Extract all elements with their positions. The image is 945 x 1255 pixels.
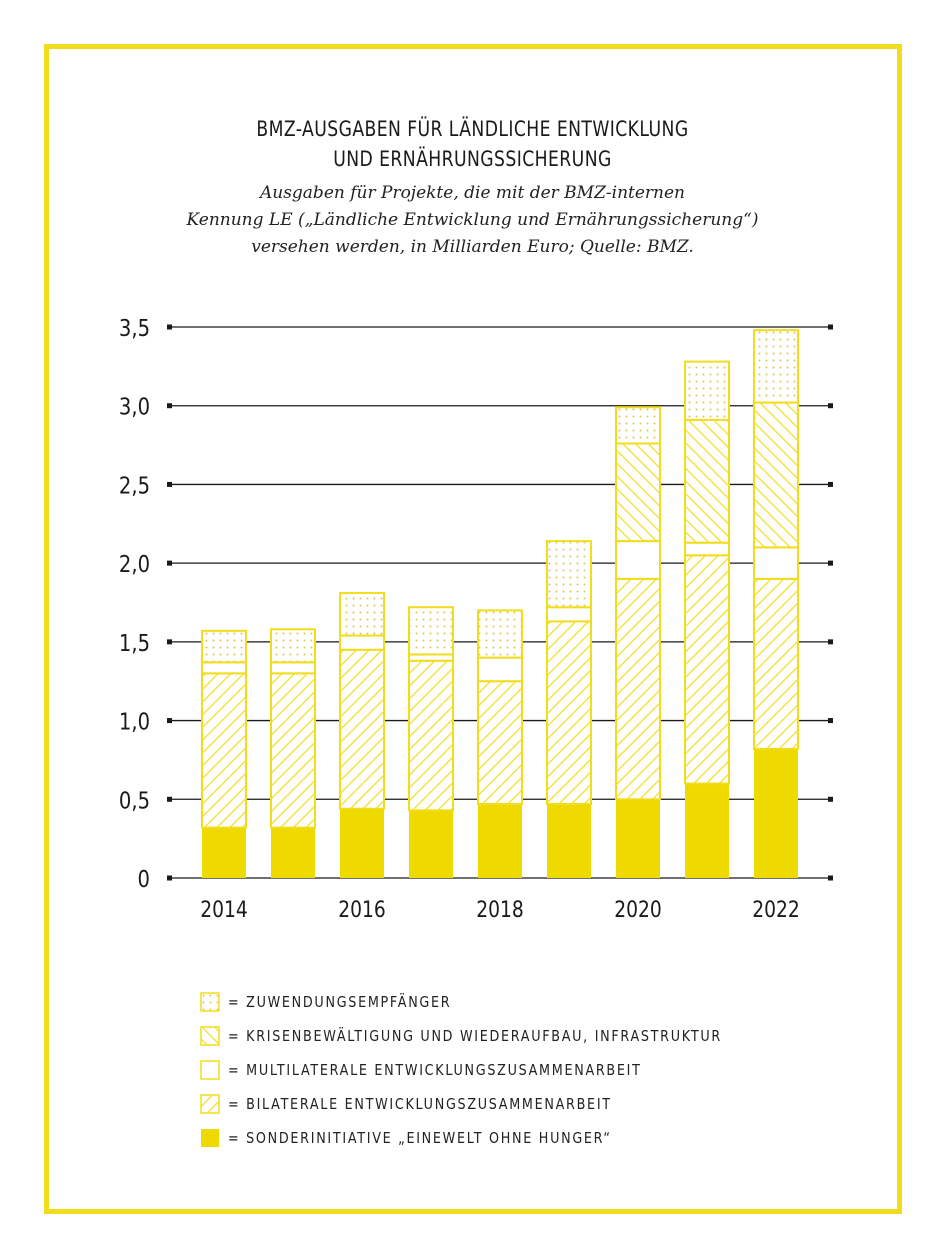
bar-segment	[478, 804, 522, 878]
y-tick-label: 3,0	[119, 394, 150, 421]
legend-swatch	[201, 1129, 219, 1147]
tick-mark-right	[828, 639, 833, 645]
bar-segment	[408, 606, 454, 656]
bar-segment	[546, 606, 592, 623]
bar-segment	[270, 628, 316, 664]
bar-segment	[477, 656, 523, 683]
bar-segment	[615, 406, 661, 445]
tick-mark-right	[828, 875, 833, 881]
bar-segment	[684, 360, 730, 421]
bar-segment	[546, 540, 592, 609]
y-tick-label: 2,5	[119, 473, 150, 500]
legend-swatch-fill	[200, 1026, 220, 1046]
bar-segment	[340, 808, 384, 878]
tick-mark-right	[828, 403, 833, 409]
tick-mark-left	[167, 639, 172, 645]
tick-mark-left	[167, 403, 172, 409]
legend-item: = SONDERINITIATIVE „EINEWELT OHNE HUNGER…	[200, 1121, 809, 1155]
bar-segment	[684, 541, 730, 557]
bar-segment	[685, 783, 729, 878]
y-tick-label: 0	[138, 867, 150, 894]
chart-subtitle-line-3: versehen werden, in Milliarden Euro; Que…	[251, 237, 694, 257]
legend-swatch-fill	[200, 992, 220, 1012]
chart-title-line-1: BMZ-AUSGABEN FÜR LÄNDLICHE ENTWICKLUNG	[256, 117, 689, 141]
chart-legend: = ZUWENDUNGSEMPFÄNGER = KRISENBEWÄLTIGUNG…	[200, 985, 809, 1155]
y-tick-label: 1,0	[119, 709, 150, 736]
bar-segment	[408, 659, 454, 812]
legend-label: = SONDERINITIATIVE „EINEWELT OHNE HUNGER…	[228, 1129, 612, 1147]
bar-segment	[615, 577, 661, 801]
tick-mark-left	[167, 796, 172, 802]
bar-segment	[339, 592, 385, 637]
bar-segment	[753, 577, 799, 750]
bar-segment	[477, 609, 523, 659]
bar-segment	[201, 661, 247, 675]
legend-label: = MULTILATERALE ENTWICKLUNGSZUSAMMENARBE…	[228, 1061, 642, 1079]
bar-segment	[201, 629, 247, 664]
bar-segment	[616, 799, 660, 878]
x-tick-label: 2022	[752, 897, 800, 923]
legend-swatch	[200, 1060, 220, 1080]
bar-segment	[201, 672, 247, 829]
tick-mark-right	[828, 796, 833, 802]
legend-swatch-fill	[200, 1060, 220, 1080]
y-tick-label: 0,5	[119, 788, 150, 815]
bar-segment	[270, 672, 316, 829]
bar-segment	[271, 827, 315, 878]
bar-segment	[753, 546, 799, 580]
tick-mark-right	[828, 324, 833, 330]
legend-item: = MULTILATERALE ENTWICKLUNGSZUSAMMENARBE…	[200, 1053, 809, 1087]
legend-label: = KRISENBEWÄLTIGUNG UND WIEDERAUFBAU, IN…	[228, 1027, 722, 1045]
tick-mark-right	[828, 560, 833, 566]
tick-mark-left	[167, 560, 172, 566]
legend-swatch	[200, 1026, 220, 1046]
bar-segment	[547, 804, 591, 878]
tick-mark-right	[828, 481, 833, 487]
x-tick-label: 2018	[476, 897, 524, 923]
chart-subtitle-line-2: Kennung LE („Ländliche Entwicklung und E…	[186, 210, 759, 230]
bar-segment	[477, 680, 523, 806]
y-tick-label: 3,5	[119, 316, 150, 343]
bar-segment	[339, 634, 385, 651]
legend-item: = KRISENBEWÄLTIGUNG UND WIEDERAUFBAU, IN…	[200, 1019, 809, 1053]
tick-mark-left	[167, 718, 172, 724]
bar-segment	[409, 810, 453, 878]
bar-segment	[202, 827, 246, 878]
x-tick-label: 2014	[200, 897, 248, 923]
legend-swatch-fill	[200, 1094, 220, 1114]
legend-swatch	[200, 992, 220, 1012]
bar-segment	[615, 442, 661, 543]
x-tick-label: 2016	[338, 897, 386, 923]
legend-swatch-fill	[201, 1129, 219, 1147]
legend-label: = BILATERALE ENTWICKLUNGSZUSAMMENARBEIT	[228, 1095, 612, 1113]
chart-frame	[44, 44, 902, 1214]
tick-mark-left	[167, 324, 172, 330]
tick-mark-right	[828, 718, 833, 724]
x-tick-label: 2020	[614, 897, 662, 923]
chart-subtitle-line-1: Ausgaben für Projekte, die mit der BMZ-i…	[259, 183, 686, 203]
tick-mark-left	[167, 481, 172, 487]
bar-segment	[684, 554, 730, 785]
bar-segment	[546, 620, 592, 806]
bar-segment	[339, 648, 385, 810]
legend-item: = ZUWENDUNGSEMPFÄNGER	[200, 985, 809, 1019]
legend-label: = ZUWENDUNGSEMPFÄNGER	[228, 993, 452, 1011]
chart-title-line-2: UND ERNÄHRUNGSSICHERUNG	[333, 147, 612, 171]
bar-segment	[753, 401, 799, 549]
y-tick-label: 2,0	[119, 552, 150, 579]
bar-segment	[754, 748, 798, 878]
bar-segment	[270, 661, 316, 675]
bar-segment	[615, 540, 661, 580]
legend-item: = BILATERALE ENTWICKLUNGSZUSAMMENARBEIT	[200, 1087, 809, 1121]
y-tick-label: 1,5	[119, 630, 150, 657]
bar-segment	[753, 329, 799, 404]
bar-segment	[684, 418, 730, 544]
tick-mark-left	[167, 875, 172, 881]
legend-swatch	[200, 1094, 220, 1114]
